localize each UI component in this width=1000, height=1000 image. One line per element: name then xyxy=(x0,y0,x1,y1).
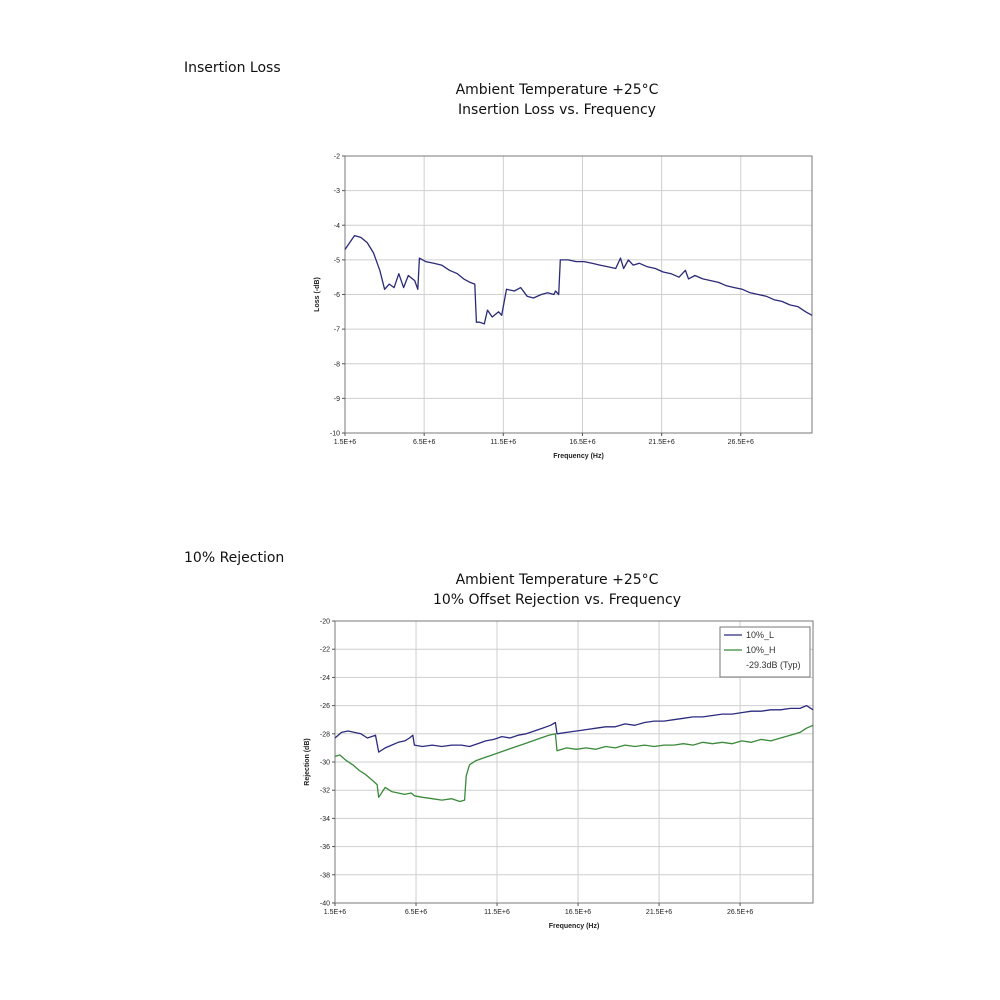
y-tick-label: -24 xyxy=(320,675,330,682)
y-tick-label: -34 xyxy=(320,816,330,823)
y-tick-label: -10 xyxy=(330,431,340,438)
y-tick-label: -36 xyxy=(320,844,330,851)
y-tick-label: -22 xyxy=(320,647,330,654)
y-tick-label: -32 xyxy=(320,788,330,795)
y-tick-label: -5 xyxy=(334,257,340,264)
x-tick-label: 26.5E+6 xyxy=(728,439,754,446)
legend-label: 10%_L xyxy=(746,630,774,640)
y-tick-label: -28 xyxy=(320,731,330,738)
legend-label: 10%_H xyxy=(746,645,776,655)
y-tick-label: -7 xyxy=(334,327,340,334)
y-axis-title: Loss (-dB) xyxy=(314,277,321,312)
y-tick-label: -3 xyxy=(334,188,340,195)
x-tick-label: 1.5E+6 xyxy=(324,909,346,916)
series-line-10-l xyxy=(334,704,814,753)
x-axis-title: Frequency (Hz) xyxy=(549,923,600,930)
x-tick-label: 11.5E+6 xyxy=(490,439,516,446)
y-tick-label: -30 xyxy=(320,760,330,767)
y-tick-label: -26 xyxy=(320,703,330,710)
y-tick-label: -9 xyxy=(334,396,340,403)
chart2-title-line2: 10% Offset Rejection vs. Frequency xyxy=(432,592,682,608)
y-axis-title: Rejection (dB) xyxy=(304,738,311,785)
x-tick-label: 11.5E+6 xyxy=(484,909,510,916)
y-tick-label: -4 xyxy=(334,223,340,230)
series-line-0 xyxy=(344,234,813,325)
section-label-rejection: 10% Rejection xyxy=(184,550,285,566)
chart2-title-line1: Ambient Temperature +25°C xyxy=(455,572,659,588)
section-label-insertion-loss: Insertion Loss xyxy=(184,60,281,76)
x-axis-title: Frequency (Hz) xyxy=(553,453,604,460)
x-tick-label: 26.5E+6 xyxy=(727,909,753,916)
x-tick-label: 6.5E+6 xyxy=(405,909,427,916)
x-tick-label: 1.5E+6 xyxy=(334,439,356,446)
series-line-10-h xyxy=(334,724,814,803)
y-tick-label: -6 xyxy=(334,292,340,299)
chart1-title-line2: Insertion Loss vs. Frequency xyxy=(458,102,656,118)
y-tick-label: -38 xyxy=(320,872,330,879)
y-tick-label: -20 xyxy=(320,619,330,626)
x-tick-label: 21.5E+6 xyxy=(648,439,674,446)
x-tick-label: 6.5E+6 xyxy=(413,439,435,446)
y-tick-label: -2 xyxy=(334,154,340,161)
x-tick-label: 16.5E+6 xyxy=(569,439,595,446)
y-tick-label: -8 xyxy=(334,361,340,368)
chart1-title-line1: Ambient Temperature +25°C xyxy=(455,82,659,98)
legend-label: -29.3dB (Typ) xyxy=(746,660,801,670)
y-tick-label: -40 xyxy=(320,901,330,908)
x-tick-label: 16.5E+6 xyxy=(565,909,591,916)
x-tick-label: 21.5E+6 xyxy=(646,909,672,916)
